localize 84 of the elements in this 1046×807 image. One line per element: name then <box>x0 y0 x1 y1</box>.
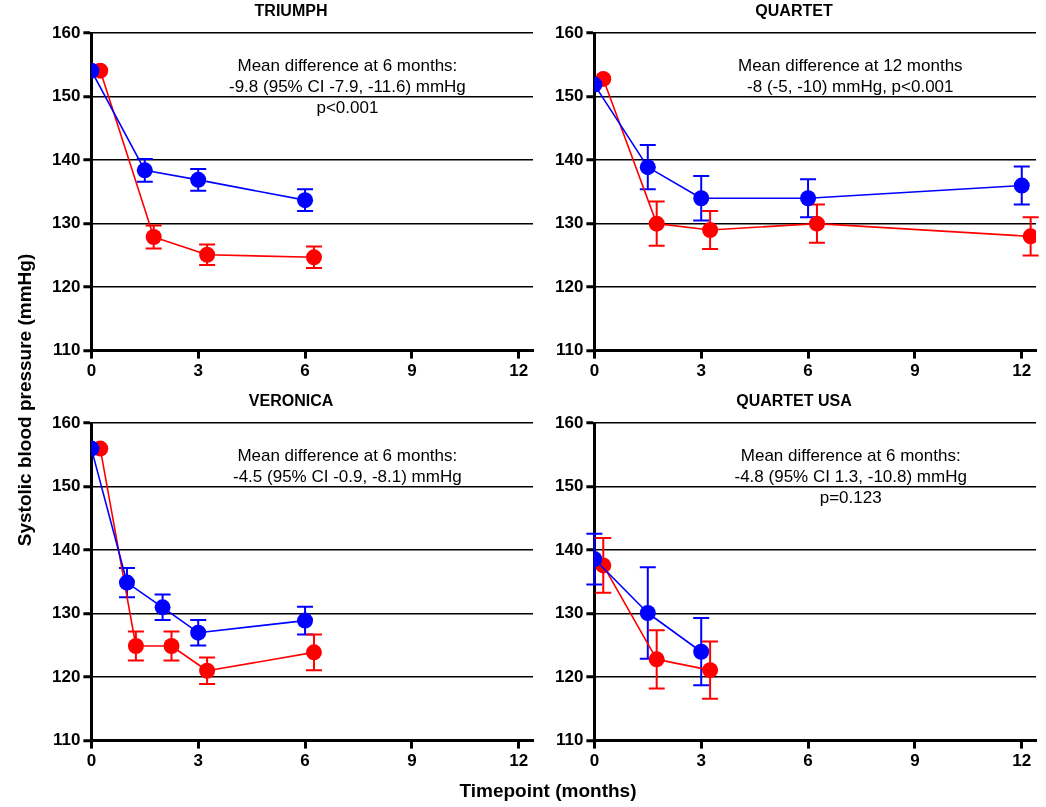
point <box>127 638 144 655</box>
point <box>154 599 171 616</box>
y-tick-label: 140 <box>51 539 81 559</box>
chart-title: VERONICA <box>248 392 334 410</box>
annotation: -4.8 (95% CI 1.3, -10.8) mmHg <box>734 466 967 488</box>
y-tick-label: 150 <box>554 476 584 496</box>
annotation: Mean difference at 12 months <box>738 55 963 77</box>
y-tick-label: 110 <box>555 340 584 360</box>
x-tick-label: 6 <box>803 751 813 771</box>
point <box>648 651 665 668</box>
x-tick-label: 0 <box>589 361 600 381</box>
annotation: -9.8 (95% CI -7.9, -11.6) mmHg <box>229 76 466 98</box>
x-tick-label: 3 <box>193 751 203 771</box>
point <box>693 190 710 207</box>
point <box>297 192 314 209</box>
annotation: Mean difference at 6 months: <box>236 445 459 467</box>
x-tick-label: 0 <box>86 361 97 381</box>
x-tick-label: 6 <box>803 361 813 381</box>
chart-title: TRIUMPH <box>254 2 328 20</box>
y-tick-label: 120 <box>51 276 81 296</box>
y-tick-label: 160 <box>554 22 584 42</box>
point <box>190 171 207 188</box>
chart-title: QUARTET USA <box>736 392 853 410</box>
y-tick-label: 160 <box>554 412 584 432</box>
annotation: -4.5 (95% CI -0.9, -8.1) mmHg <box>233 466 462 488</box>
x-tick-label: 3 <box>193 361 203 381</box>
y-tick-label: 120 <box>554 276 584 296</box>
y-tick-label: 110 <box>555 730 584 750</box>
point <box>639 605 656 622</box>
y-tick-label: 160 <box>51 412 81 432</box>
point <box>297 612 314 629</box>
annotation: p=0.123 <box>818 487 883 509</box>
y-tick-label: 130 <box>51 603 81 623</box>
x-tick-label: 12 <box>1012 751 1032 771</box>
point <box>199 662 216 679</box>
y-tick-label: 130 <box>554 603 584 623</box>
y-tick-label: 160 <box>51 22 81 42</box>
point <box>118 574 135 591</box>
y-tick-label: 150 <box>554 86 584 106</box>
point <box>136 162 153 179</box>
point <box>305 644 322 661</box>
y-tick-label: 120 <box>51 666 81 686</box>
x-tick-label: 9 <box>407 361 417 381</box>
x-tick-label: 12 <box>509 361 529 381</box>
y-tick-label: 120 <box>554 666 584 686</box>
y-tick-label: 140 <box>554 149 584 169</box>
x-tick-label: 0 <box>86 751 97 771</box>
y-tick-label: 130 <box>51 213 81 233</box>
x-tick-label: 0 <box>589 751 600 771</box>
x-tick-label: 6 <box>300 361 310 381</box>
x-tick-label: 6 <box>300 751 310 771</box>
point <box>808 215 825 232</box>
annotation: Mean difference at 6 months: <box>739 445 962 467</box>
point <box>702 662 719 679</box>
point <box>800 190 817 207</box>
point <box>163 638 180 655</box>
x-axis-title: Timepoint (months) <box>459 780 637 802</box>
point <box>305 249 322 266</box>
point <box>145 228 162 245</box>
point <box>639 159 656 176</box>
x-tick-label: 9 <box>910 751 920 771</box>
point <box>702 221 719 238</box>
point <box>1013 177 1030 194</box>
annotation: Mean difference at 6 months: <box>236 55 459 77</box>
x-tick-label: 12 <box>1012 361 1032 381</box>
y-tick-label: 150 <box>51 86 81 106</box>
y-tick-label: 110 <box>52 730 81 750</box>
y-tick-label: 150 <box>51 476 81 496</box>
annotation: p<0.001 <box>315 97 380 119</box>
x-tick-label: 3 <box>696 751 706 771</box>
chart-title: QUARTET <box>755 2 833 20</box>
y-tick-label: 140 <box>554 539 584 559</box>
y-axis-title: Systolic blood pressure (mmHg) <box>14 253 37 547</box>
y-tick-label: 130 <box>554 213 584 233</box>
point <box>648 215 665 232</box>
y-tick-label: 140 <box>51 149 81 169</box>
x-tick-label: 9 <box>910 361 920 381</box>
point <box>693 643 710 660</box>
annotation: -8 (-5, -10) mmHg, p<0.001 <box>746 76 955 98</box>
point <box>190 624 207 641</box>
x-tick-label: 3 <box>696 361 706 381</box>
x-tick-label: 9 <box>407 751 417 771</box>
y-tick-label: 110 <box>52 340 81 360</box>
x-tick-label: 12 <box>509 751 529 771</box>
